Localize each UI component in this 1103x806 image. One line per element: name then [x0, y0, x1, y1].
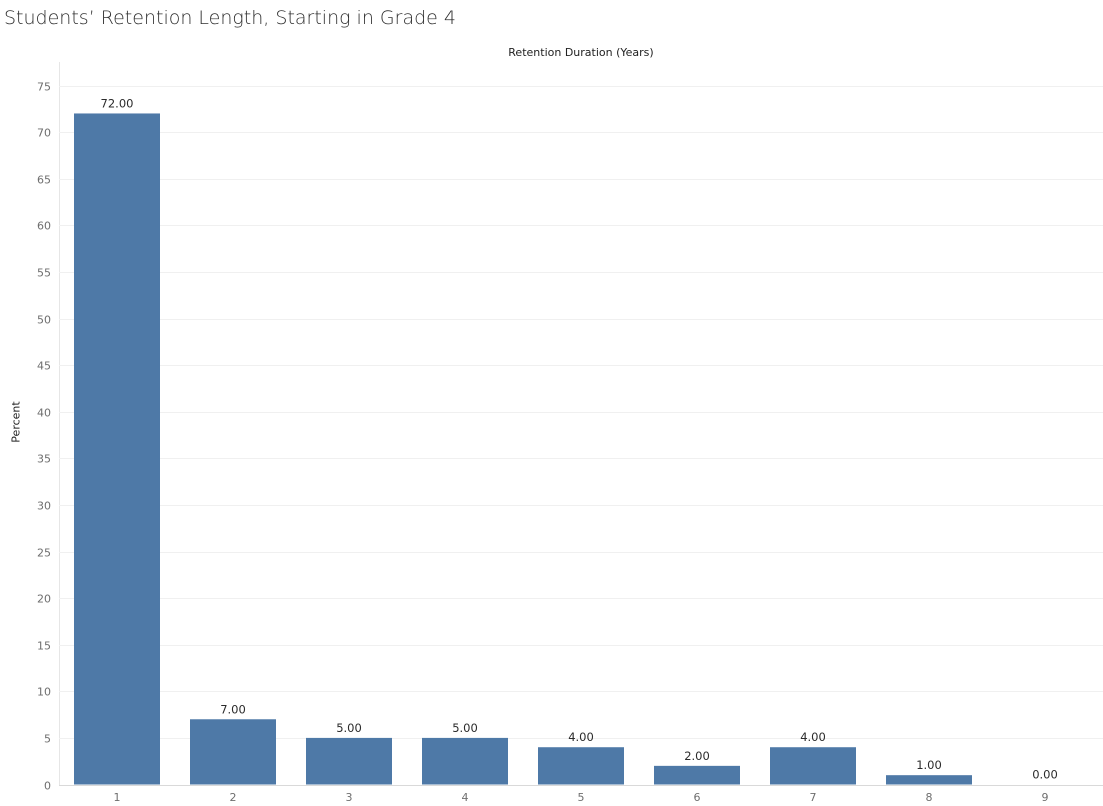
- x-tick-label: 9: [1042, 791, 1049, 804]
- y-tick-label: 35: [37, 453, 51, 466]
- data-label: 5.00: [452, 721, 478, 735]
- bar[interactable]: [654, 765, 740, 785]
- data-label: 4.00: [568, 730, 594, 744]
- data-label: 7.00: [220, 702, 246, 716]
- y-tick-label: 70: [37, 127, 51, 140]
- data-label: 5.00: [336, 721, 362, 735]
- data-label: 72.00: [101, 96, 134, 110]
- y-tick-label: 30: [37, 500, 51, 513]
- data-label: 1.00: [916, 758, 942, 772]
- y-tick-label: 10: [37, 686, 51, 699]
- chart-title: Students’ Retention Length, Starting in …: [4, 7, 456, 29]
- y-tick-label: 20: [37, 593, 51, 606]
- x-tick-label: 6: [694, 791, 701, 804]
- y-tick-label: 75: [37, 81, 51, 94]
- data-label: 0.00: [1032, 768, 1058, 782]
- x-tick-label: 4: [462, 791, 469, 804]
- bar[interactable]: [886, 775, 972, 785]
- bar[interactable]: [770, 747, 856, 785]
- x-tick-label: 7: [810, 791, 817, 804]
- y-tick-label: 55: [37, 267, 51, 280]
- bar[interactable]: [538, 747, 624, 785]
- y-tick-label: 40: [37, 407, 51, 420]
- bar[interactable]: [74, 113, 160, 785]
- bar[interactable]: [190, 719, 276, 785]
- bar[interactable]: [306, 737, 392, 785]
- y-tick-label: 0: [44, 780, 51, 793]
- y-tick-label: 5: [44, 733, 51, 746]
- y-tick-label: 25: [37, 547, 51, 560]
- data-label: 4.00: [800, 730, 826, 744]
- x-tick-label: 5: [578, 791, 585, 804]
- bar[interactable]: [422, 737, 508, 785]
- y-tick-label: 60: [37, 220, 51, 233]
- y-tick-label: 50: [37, 314, 51, 327]
- x-axis-header: Retention Duration (Years): [508, 46, 654, 59]
- data-label: 2.00: [684, 749, 710, 763]
- y-tick-label: 45: [37, 360, 51, 373]
- y-tick-label: 15: [37, 640, 51, 653]
- x-tick-label: 2: [230, 791, 237, 804]
- x-tick-label: 3: [346, 791, 353, 804]
- y-tick-label: 65: [37, 174, 51, 187]
- x-tick-label: 1: [114, 791, 121, 804]
- x-tick-label: 8: [926, 791, 933, 804]
